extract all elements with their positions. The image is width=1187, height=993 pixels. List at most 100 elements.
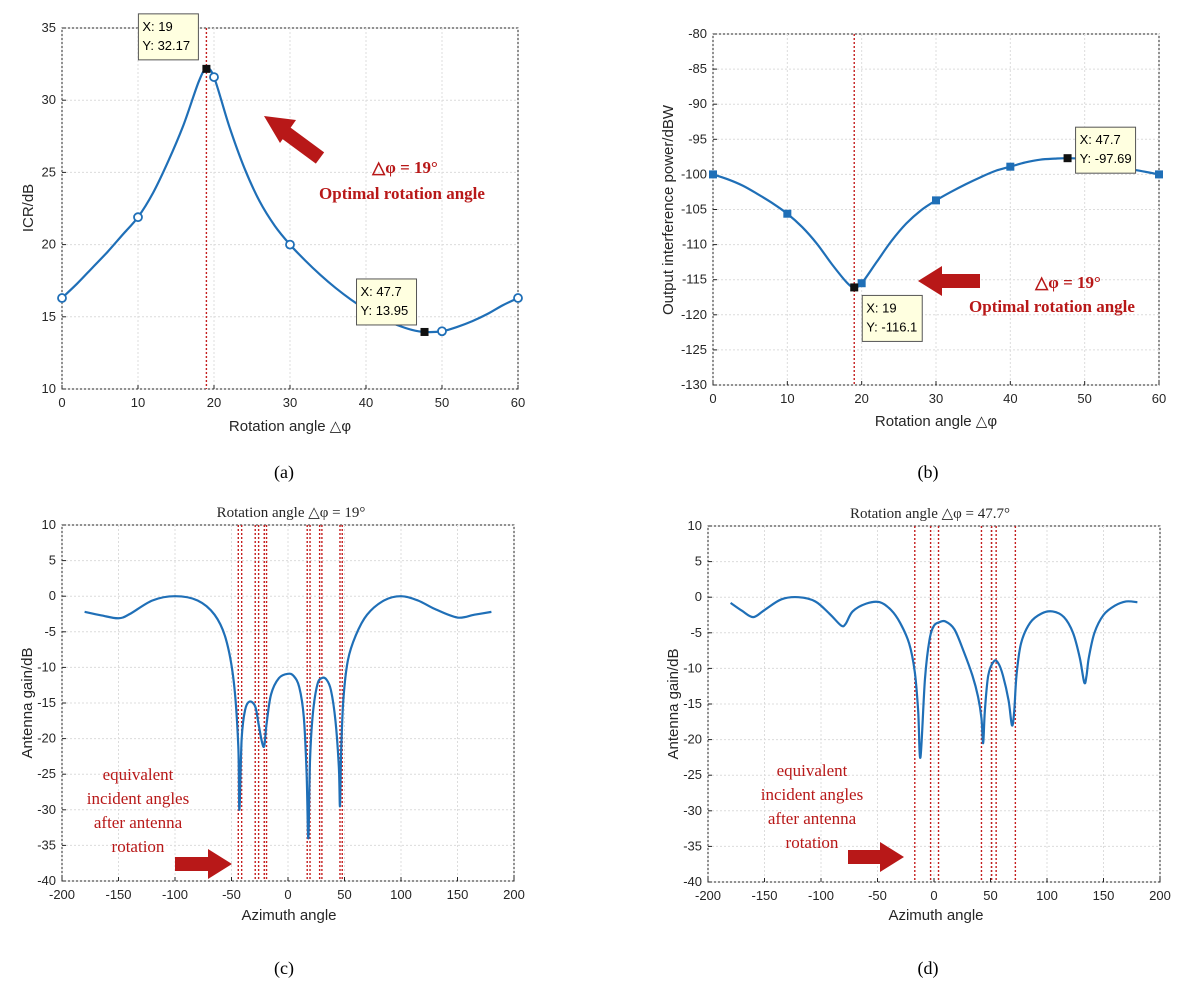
data-point-a-5: [513, 293, 523, 303]
tick-label-x-c: 50: [337, 887, 351, 902]
tick-label-y-c: -5: [44, 624, 56, 639]
panel-d-gain-chart: Rotation angle △φ = 47.7° Antenna gain/d…: [665, 506, 1171, 979]
tick-label-y-c: 0: [49, 588, 56, 603]
tick-label-x-b: 40: [1003, 391, 1017, 406]
tick-label-x-b: 30: [929, 391, 943, 406]
tick-label-x-a: 10: [131, 395, 145, 410]
tick-label-y-a: 35: [42, 20, 56, 35]
xlabel-c: Azimuth angle: [241, 907, 336, 924]
tick-label-y-d: -10: [683, 660, 702, 675]
tick-label-x-c: 100: [390, 887, 412, 902]
grid-d: [707, 525, 1161, 883]
arrow-d: [848, 842, 904, 872]
datatip-label-b-0: Y: -116.1: [866, 319, 917, 334]
tick-label-y-b: -120: [681, 307, 707, 322]
tick-label-y-c: -40: [37, 873, 56, 888]
data-point-b-6: [1155, 170, 1163, 179]
tick-label-y-c: -25: [37, 766, 56, 781]
tick-label-x-d: -100: [808, 888, 834, 903]
series-line-c: [84, 595, 492, 840]
tick-label-x-c: 0: [284, 887, 291, 902]
tick-label-y-b: -95: [688, 131, 707, 146]
annotation-d-3: after antenna: [768, 809, 857, 828]
tick-label-y-d: -25: [683, 767, 702, 782]
tick-label-x-b: 20: [854, 391, 868, 406]
data-point-b-0: [709, 170, 717, 179]
ylabel-d: Antenna gain/dB: [665, 649, 682, 760]
tick-label-x-c: 200: [503, 887, 525, 902]
tick-label-x-a: 50: [435, 395, 449, 410]
tick-label-x-a: 0: [58, 395, 65, 410]
tick-label-x-b: 10: [780, 391, 794, 406]
annotation-b-optimal: Optimal rotation angle: [969, 297, 1135, 316]
datatip-label-b-0: X: 19: [866, 300, 896, 315]
tick-label-y-c: -10: [37, 659, 56, 674]
tick-label-y-a: 30: [42, 92, 56, 107]
caption-b: (b): [918, 462, 939, 483]
tick-label-y-d: 10: [688, 518, 702, 533]
tick-label-y-b: -80: [688, 26, 707, 41]
tick-label-x-c: -200: [49, 887, 75, 902]
ylabel-a: ICR/dB: [20, 184, 37, 232]
annotation-b-delta: △φ = 19°: [1034, 273, 1101, 292]
panel-a-icr-chart: ICR/dB Rotation angle △φ (a) △φ = 19° Op…: [20, 13, 525, 483]
tick-label-y-d: -40: [683, 874, 702, 889]
datatip-marker-a-1: [420, 327, 429, 336]
caption-d: (d): [918, 958, 939, 979]
caption-c: (c): [274, 958, 294, 979]
arrow-b: [918, 266, 980, 296]
annotation-d-2: incident angles: [761, 785, 863, 804]
datatip-marker-b-1: [1063, 154, 1072, 163]
data-point-a-2: [209, 72, 219, 82]
tick-label-x-d: -150: [751, 888, 777, 903]
datatip-marker-b-0: [850, 283, 859, 292]
datatip-label-b-1: X: 47.7: [1080, 132, 1121, 147]
tick-label-y-b: -105: [681, 202, 707, 217]
datatip-box-b-0: [861, 294, 923, 342]
title-d: Rotation angle △φ = 47.7°: [850, 506, 1010, 522]
tick-label-y-d: -35: [683, 838, 702, 853]
tick-label-y-d: -30: [683, 803, 702, 818]
annotation-c-2: incident angles: [87, 789, 189, 808]
series-line-d: [729, 595, 1138, 759]
tick-label-x-d: 0: [930, 888, 937, 903]
datatip-label-a-1: Y: 13.95: [361, 303, 409, 318]
tick-label-y-d: 5: [695, 554, 702, 569]
tick-label-y-a: 20: [42, 237, 56, 252]
datatip-box-a-1: [356, 278, 418, 326]
tick-label-x-a: 30: [283, 395, 297, 410]
tick-label-x-a: 20: [207, 395, 221, 410]
tick-label-x-a: 60: [511, 395, 525, 410]
ylabel-c: Antenna gain/dB: [19, 648, 36, 759]
datatip-label-a-0: Y: 32.17: [142, 38, 190, 53]
datatip-box-b-1: [1075, 126, 1137, 174]
tick-label-y-c: -30: [37, 802, 56, 817]
panel-b-interference-chart: Output interference power/dBW Rotation a…: [660, 26, 1166, 483]
tick-label-x-d: 150: [1093, 888, 1115, 903]
arrow-a: [264, 116, 325, 164]
ylabel-b: Output interference power/dBW: [660, 104, 677, 315]
tick-label-x-d: 200: [1149, 888, 1171, 903]
tick-label-x-d: 50: [983, 888, 997, 903]
tick-label-y-c: -35: [37, 837, 56, 852]
tick-label-y-a: 25: [42, 164, 56, 179]
tick-label-x-b: 60: [1152, 391, 1166, 406]
data-point-b-4: [1006, 162, 1015, 171]
tick-label-y-c: -20: [37, 731, 56, 746]
xlabel-b: Rotation angle △φ: [875, 413, 997, 430]
tick-label-x-b: 50: [1077, 391, 1091, 406]
data-point-b-1: [783, 209, 792, 218]
data-point-b-2: [857, 279, 866, 288]
tick-label-x-c: -100: [162, 887, 188, 902]
tick-label-x-d: 100: [1036, 888, 1058, 903]
tick-label-y-b: -115: [682, 272, 707, 287]
datatip-label-a-1: X: 47.7: [361, 284, 402, 299]
datatip-box-a-0: [137, 13, 199, 61]
tick-label-y-b: -125: [681, 342, 707, 357]
annotation-d-1: equivalent: [777, 761, 848, 780]
tick-label-y-c: -15: [37, 695, 56, 710]
grid-c: [61, 524, 515, 882]
tick-label-x-a: 40: [359, 395, 373, 410]
datatip-marker-a-0: [202, 64, 211, 73]
datatip-label-b-1: Y: -97.69: [1080, 151, 1132, 166]
